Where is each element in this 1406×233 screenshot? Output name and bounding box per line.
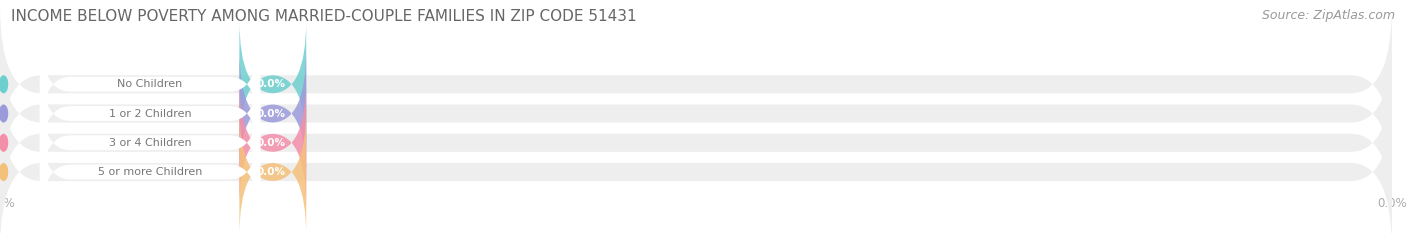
FancyBboxPatch shape bbox=[39, 86, 260, 200]
Text: Source: ZipAtlas.com: Source: ZipAtlas.com bbox=[1261, 9, 1395, 22]
FancyBboxPatch shape bbox=[239, 108, 307, 233]
FancyBboxPatch shape bbox=[239, 49, 307, 178]
Text: 0.0%: 0.0% bbox=[257, 138, 285, 148]
FancyBboxPatch shape bbox=[0, 64, 1392, 222]
Text: 5 or more Children: 5 or more Children bbox=[98, 167, 202, 177]
FancyBboxPatch shape bbox=[39, 115, 260, 229]
Text: 1 or 2 Children: 1 or 2 Children bbox=[108, 109, 191, 119]
Text: No Children: No Children bbox=[118, 79, 183, 89]
FancyBboxPatch shape bbox=[0, 35, 1392, 192]
Circle shape bbox=[0, 164, 7, 180]
Text: 0.0%: 0.0% bbox=[257, 109, 285, 119]
Text: 0.0%: 0.0% bbox=[257, 167, 285, 177]
FancyBboxPatch shape bbox=[239, 79, 307, 207]
Circle shape bbox=[0, 76, 7, 93]
Text: 0.0%: 0.0% bbox=[257, 79, 285, 89]
FancyBboxPatch shape bbox=[0, 93, 1392, 233]
FancyBboxPatch shape bbox=[39, 27, 260, 141]
FancyBboxPatch shape bbox=[0, 6, 1392, 163]
FancyBboxPatch shape bbox=[39, 57, 260, 171]
FancyBboxPatch shape bbox=[239, 20, 307, 148]
Text: INCOME BELOW POVERTY AMONG MARRIED-COUPLE FAMILIES IN ZIP CODE 51431: INCOME BELOW POVERTY AMONG MARRIED-COUPL… bbox=[11, 9, 637, 24]
Circle shape bbox=[0, 105, 7, 122]
Text: 3 or 4 Children: 3 or 4 Children bbox=[108, 138, 191, 148]
Circle shape bbox=[0, 134, 7, 151]
